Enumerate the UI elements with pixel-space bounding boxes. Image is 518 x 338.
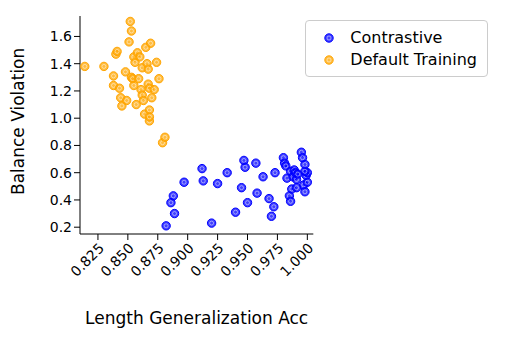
svg-text:1.6: 1.6: [50, 28, 72, 44]
svg-text:0.925: 0.925: [187, 240, 227, 280]
svg-text:0.850: 0.850: [97, 240, 137, 280]
svg-text:0.4: 0.4: [50, 192, 72, 208]
svg-text:1.2: 1.2: [50, 83, 72, 99]
svg-text:0.875: 0.875: [127, 240, 167, 280]
svg-text:0.825: 0.825: [67, 240, 107, 280]
svg-text:0.2: 0.2: [50, 219, 72, 235]
svg-text:0.6: 0.6: [50, 165, 72, 181]
svg-text:Length Generalization Acc: Length Generalization Acc: [85, 308, 308, 328]
svg-text:0.950: 0.950: [217, 240, 257, 280]
svg-text:0.900: 0.900: [157, 240, 197, 280]
svg-text:1.000: 1.000: [277, 240, 317, 280]
svg-text:1.0: 1.0: [50, 110, 72, 126]
svg-text:1.4: 1.4: [50, 56, 72, 72]
html-text:Contrastive: Contrastive: [350, 28, 443, 47]
html-text:Default Training: Default Training: [350, 50, 477, 69]
svg-text:Balance Violation: Balance Violation: [8, 48, 28, 195]
svg-text:0.975: 0.975: [247, 240, 287, 280]
svg-text:0.8: 0.8: [50, 137, 72, 153]
